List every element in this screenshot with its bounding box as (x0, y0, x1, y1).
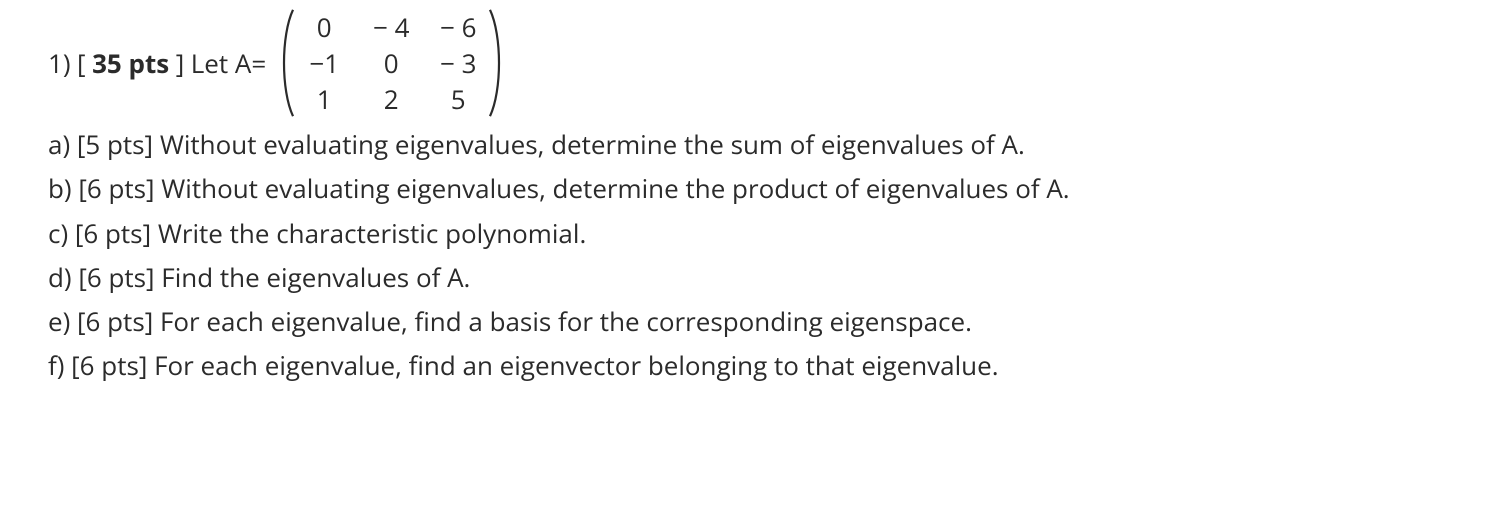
matrix-cell: 0 (305, 14, 344, 40)
matrix-cell: − 4 (372, 14, 411, 40)
matrix-A: 0 − 4 − 6 −1 0 − 3 1 2 5 (277, 8, 506, 118)
matrix-grid: 0 − 4 − 6 −1 0 − 3 1 2 5 (295, 8, 488, 118)
matrix-cell: 5 (439, 86, 478, 112)
question-header: 1) [35 pts] Let A= 0 − 4 − 6 −1 0 − 3 1 … (48, 8, 1455, 118)
part-a: a) [5 pts] Without evaluating eigenvalue… (48, 124, 1455, 164)
part-c: c) [6 pts] Write the characteristic poly… (48, 213, 1455, 253)
matrix-cell: − 3 (439, 50, 478, 76)
matrix-cell: −1 (305, 50, 344, 76)
points-bracket-open: [ (77, 43, 86, 83)
left-paren-icon (277, 8, 295, 118)
points-bracket-close: ] (176, 43, 185, 83)
part-b: b) [6 pts] Without evaluating eigenvalue… (48, 168, 1455, 208)
part-e: e) [6 pts] For each eigenvalue, find a b… (48, 301, 1455, 341)
right-paren-icon (488, 8, 506, 118)
page: 1) [35 pts] Let A= 0 − 4 − 6 −1 0 − 3 1 … (0, 0, 1503, 414)
matrix-cell: 2 (372, 86, 411, 112)
question-number: 1) (48, 43, 71, 83)
points-value: 35 pts (92, 43, 169, 83)
matrix-cell: 0 (372, 50, 411, 76)
part-d: d) [6 pts] Find the eigenvalues of A. (48, 257, 1455, 297)
matrix-cell: 1 (305, 86, 344, 112)
let-a-equals: Let A= (191, 43, 267, 83)
matrix-cell: − 6 (439, 14, 478, 40)
part-f: f) [6 pts] For each eigenvalue, find an … (48, 345, 1455, 385)
subparts: a) [5 pts] Without evaluating eigenvalue… (48, 124, 1455, 386)
